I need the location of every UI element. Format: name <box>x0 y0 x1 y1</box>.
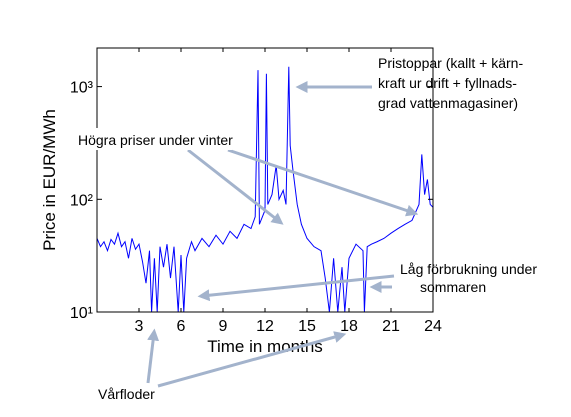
y-tick-label: 10³ <box>70 80 94 97</box>
arrow <box>197 274 395 302</box>
x-tick-label: 9 <box>219 318 228 335</box>
arrow <box>187 148 284 225</box>
annotations: Pristoppar (kallt + kärn-kraft ur drift … <box>78 55 537 402</box>
callout-background <box>74 128 232 150</box>
annotation-text: Pristoppar (kallt + kärn- <box>378 55 523 71</box>
annotation-text: kraft ur drift + fyllnads- <box>378 75 517 91</box>
x-axis-label: Time in months <box>207 337 323 356</box>
plot-area: 3 6 9 12 15 18 21 24 10¹ 10² 10³ <box>70 47 442 335</box>
y-tick-label: 10² <box>70 192 94 209</box>
x-tick-label: 15 <box>298 318 316 335</box>
arrows <box>146 81 419 388</box>
x-tick-label: 24 <box>424 318 442 335</box>
annotation-text: Låg förbrukning under <box>400 261 537 277</box>
annotation-text: Vårfloder <box>98 386 155 402</box>
x-tick-label: 12 <box>256 318 274 335</box>
annotation-text: Högra priser under vinter <box>78 132 233 148</box>
arrow <box>157 331 347 388</box>
arrow <box>146 328 160 384</box>
x-tick-label: 21 <box>382 318 400 335</box>
y-axis-label: Price in EUR/MWh <box>40 109 59 251</box>
y-tick-label: 10¹ <box>70 305 93 322</box>
x-tick-label: 3 <box>135 318 144 335</box>
annotation-text: grad vattenmagasiner) <box>378 95 518 111</box>
arrow <box>227 148 419 217</box>
x-tick-label: 18 <box>340 318 358 335</box>
annotation-text: sommaren <box>420 279 486 295</box>
x-tick-label: 6 <box>177 318 186 335</box>
price-line <box>97 66 433 312</box>
